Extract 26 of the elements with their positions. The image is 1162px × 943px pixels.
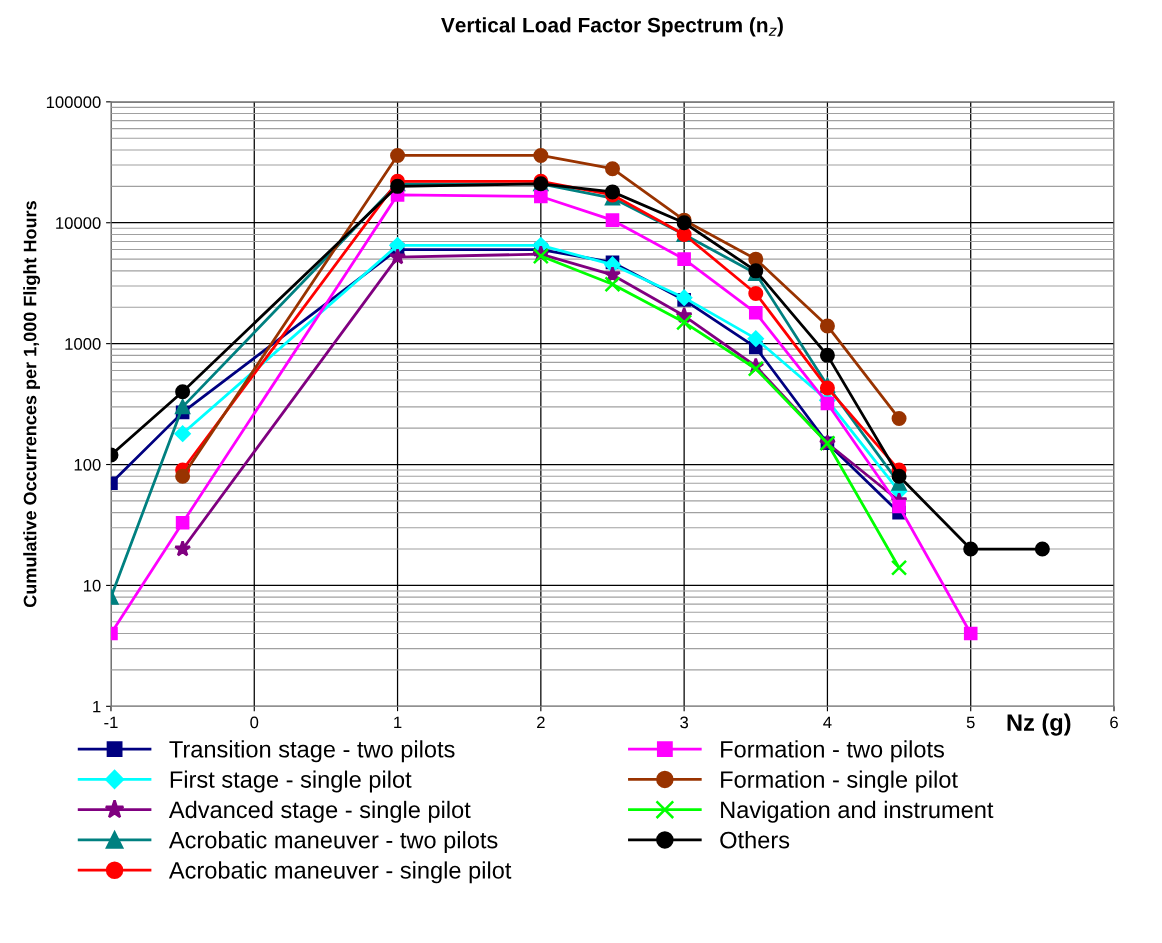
x-tick-label: 5 bbox=[966, 716, 975, 729]
legend-label: Acrobatic maneuver - single pilot bbox=[168, 861, 512, 884]
x-tick-label: -1 bbox=[104, 716, 118, 729]
legend-label: Others bbox=[720, 831, 790, 849]
y-tick-label: 10000 bbox=[56, 217, 101, 229]
x-tick-label: 6 bbox=[1110, 716, 1118, 729]
y-tick-label: 1 bbox=[93, 700, 101, 713]
y-axis-title: Cumulative Occurrences per 1,000 Flight Hours bbox=[23, 201, 41, 608]
y-tick-label: 1000 bbox=[65, 338, 101, 350]
legend-label: Transition stage - two pilots bbox=[169, 740, 455, 763]
x-tick-label: 3 bbox=[680, 716, 689, 729]
x-axis-title: Nz (g) bbox=[1007, 713, 1071, 736]
legend-label: Acrobatic maneuver - two pilots bbox=[168, 831, 498, 854]
y-tick-label: 100000 bbox=[46, 96, 101, 109]
legend-label: Formation - two pilots bbox=[721, 740, 944, 763]
x-tick-label: 2 bbox=[537, 716, 545, 729]
x-tick-label: 1 bbox=[394, 716, 402, 729]
legend-label: First stage - single pilot bbox=[170, 770, 412, 793]
x-tick-label: 0 bbox=[250, 716, 259, 729]
y-tick-label: 10 bbox=[83, 579, 101, 592]
y-tick-label: 100 bbox=[74, 458, 101, 471]
legend-label: Navigation and instrument bbox=[721, 800, 994, 823]
x-tick-label: 4 bbox=[823, 716, 832, 729]
legend-label: Formation - single pilot bbox=[721, 770, 958, 793]
legend-label: Advanced stage - single pilot bbox=[168, 800, 471, 823]
chart-title: Vertical Load Factor Spectrum (n$_{z}$) bbox=[441, 17, 783, 37]
